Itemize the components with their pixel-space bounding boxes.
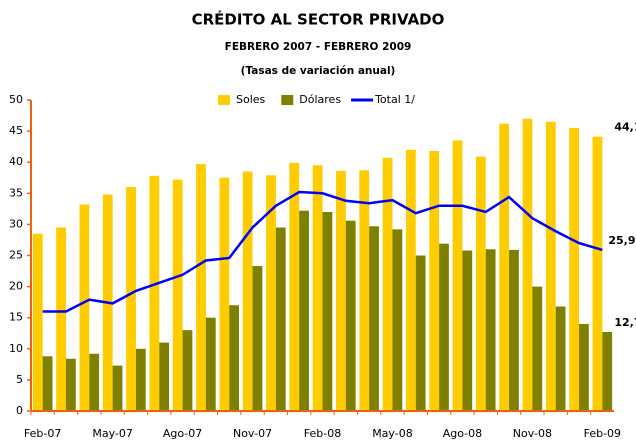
y-tick-label: 50 bbox=[9, 93, 23, 106]
bar bbox=[545, 121, 556, 412]
legend-label: Dólares bbox=[299, 93, 341, 106]
bar bbox=[299, 210, 309, 411]
y-tick-label: 45 bbox=[9, 124, 23, 137]
bar bbox=[229, 305, 240, 411]
bar bbox=[126, 187, 136, 411]
bar bbox=[219, 177, 230, 411]
x-tick-label: Nov-08 bbox=[513, 427, 552, 440]
bar bbox=[532, 286, 543, 411]
bar bbox=[242, 171, 253, 411]
bar bbox=[359, 170, 370, 411]
x-tick-label: May-08 bbox=[372, 427, 413, 440]
bar bbox=[275, 227, 286, 411]
bar bbox=[579, 323, 589, 411]
legend-label: Total 1/ bbox=[374, 93, 415, 106]
bar bbox=[485, 249, 496, 411]
bar bbox=[89, 353, 100, 411]
x-tick-label: Ago-07 bbox=[163, 427, 202, 440]
bar bbox=[499, 123, 510, 412]
x-tick-label: Feb-09 bbox=[584, 427, 621, 440]
bar bbox=[369, 226, 379, 411]
x-tick-label: May-07 bbox=[92, 427, 133, 440]
bar bbox=[159, 342, 170, 411]
bar bbox=[462, 250, 473, 411]
bar bbox=[522, 118, 533, 411]
bar bbox=[382, 157, 393, 411]
bar bbox=[205, 317, 216, 411]
bar bbox=[149, 175, 160, 411]
bar bbox=[322, 211, 333, 411]
bar bbox=[569, 127, 580, 412]
value-label: 44,1 bbox=[614, 121, 636, 134]
chart-subtitle: FEBRERO 2007 - FEBRERO 2009 bbox=[225, 41, 412, 53]
x-tick-label: Ago-08 bbox=[443, 427, 482, 440]
bar bbox=[289, 162, 300, 411]
bar bbox=[602, 332, 613, 411]
line bbox=[42, 190, 603, 313]
y-tick-label: 20 bbox=[9, 280, 23, 293]
chart-title: CRÉDITO AL SECTOR PRIVADO bbox=[192, 10, 445, 29]
bar bbox=[135, 348, 146, 411]
y-tick-label: 15 bbox=[9, 311, 23, 324]
bar bbox=[32, 233, 43, 411]
legend-swatch bbox=[281, 95, 294, 105]
bar bbox=[475, 156, 486, 411]
x-tick-label: Feb-08 bbox=[304, 427, 341, 440]
bar bbox=[345, 220, 356, 411]
y-tick-label: 5 bbox=[16, 373, 23, 386]
bar bbox=[172, 179, 183, 411]
bar bbox=[65, 358, 76, 411]
bar bbox=[312, 165, 323, 411]
y-tick-label: 40 bbox=[9, 155, 23, 168]
y-tick-label: 0 bbox=[16, 404, 23, 417]
legend-swatch bbox=[218, 95, 230, 105]
y-tick-label: 10 bbox=[9, 342, 23, 355]
bar bbox=[56, 227, 66, 411]
y-tick-label: 35 bbox=[9, 186, 23, 199]
bar bbox=[336, 170, 346, 411]
legend-label: Soles bbox=[236, 93, 266, 106]
bar bbox=[592, 136, 603, 411]
y-tick-label: 30 bbox=[9, 217, 23, 230]
bar bbox=[196, 164, 206, 411]
x-tick-label: Feb-07 bbox=[24, 427, 61, 440]
bar bbox=[429, 151, 440, 411]
bar bbox=[452, 140, 463, 411]
bar bbox=[439, 243, 449, 411]
bar bbox=[182, 330, 193, 411]
bar bbox=[405, 149, 416, 411]
bar bbox=[415, 255, 426, 411]
bar bbox=[42, 356, 53, 411]
bar bbox=[266, 175, 276, 411]
bar bbox=[252, 266, 263, 411]
value-label: 12,7 bbox=[614, 316, 636, 329]
x-tick-label: Nov-07 bbox=[233, 427, 272, 440]
chart-note: (Tasas de variación anual) bbox=[241, 65, 396, 77]
bar bbox=[509, 249, 519, 411]
bar bbox=[112, 365, 123, 411]
bar bbox=[79, 204, 90, 411]
value-label: 25,9 bbox=[608, 234, 635, 247]
bar bbox=[555, 306, 566, 411]
y-tick-label: 25 bbox=[9, 249, 23, 262]
bar bbox=[392, 229, 403, 411]
